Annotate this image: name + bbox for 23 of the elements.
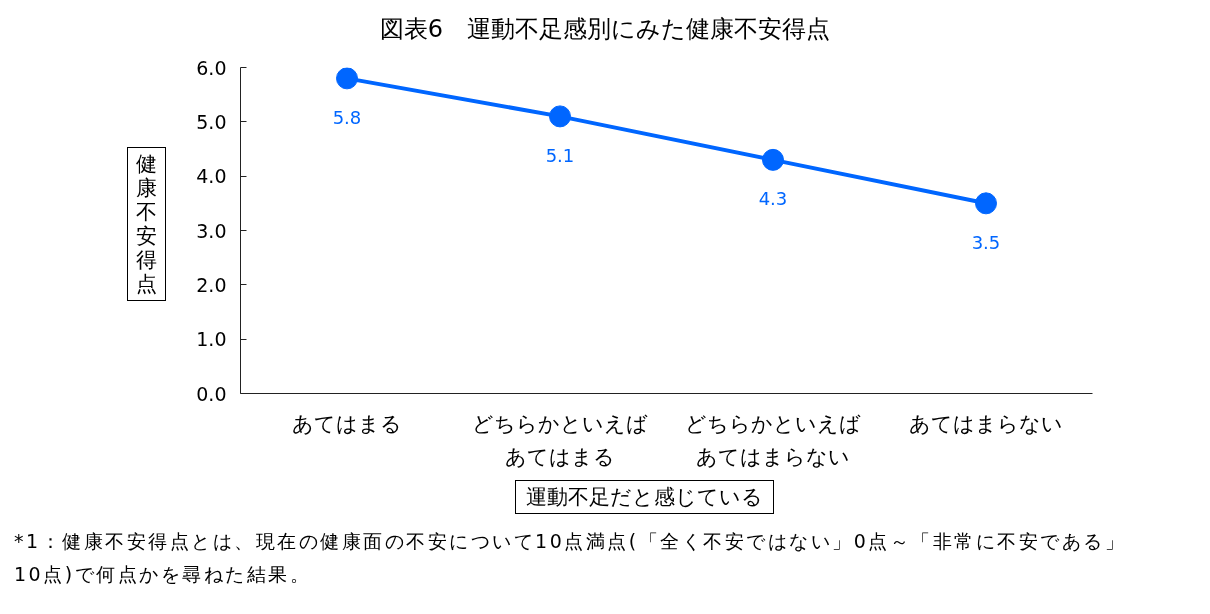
data-label: 3.5 xyxy=(971,231,1001,253)
x-axis-title: 運動不足だと感じている xyxy=(515,480,774,514)
point xyxy=(975,192,997,215)
x-tick-label: あてはまる xyxy=(292,411,402,436)
y-tick-label: 4.0 xyxy=(196,165,227,188)
chart-title: 図表6 運動不足感別にみた健康不安得点 xyxy=(378,14,832,45)
x-tick-label: あてはまらない xyxy=(909,411,1063,436)
text: *1：健康不安得点とは、現在の健康面の不安について10点満点(「全く不安ではない」0点～「非常に不安である」10点)で何点かを尋ねた結果。 xyxy=(14,529,1128,587)
y-tick-label: 5.0 xyxy=(196,110,227,133)
y-tick-label: 2.0 xyxy=(196,273,227,296)
y-tick-label: 1.0 xyxy=(196,328,227,351)
point xyxy=(336,67,358,90)
y-tick-label: 6.0 xyxy=(196,56,227,79)
x-tick-label: どちらかといえばあてはまらない xyxy=(685,411,861,470)
x-tick-label: どちらかといえばあてはまる xyxy=(472,411,648,470)
data-label: 5.8 xyxy=(332,106,362,128)
y-tick-label: 3.0 xyxy=(196,219,227,242)
y-tick-label: 0.0 xyxy=(196,382,227,405)
data-label: 4.3 xyxy=(758,188,788,210)
point xyxy=(762,148,784,171)
point xyxy=(549,105,571,128)
data-label: 5.1 xyxy=(545,144,575,166)
y-axis-title: 健康不安得点 xyxy=(127,147,166,301)
